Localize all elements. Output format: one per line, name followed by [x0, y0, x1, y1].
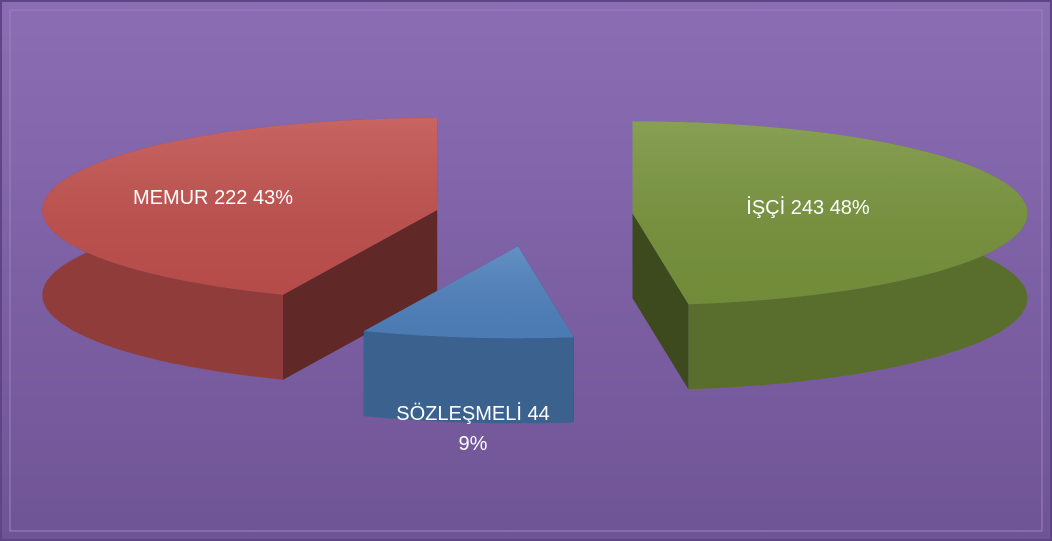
- label-percent: 48%: [830, 197, 870, 219]
- slice-wall: [632, 213, 689, 390]
- label-category: MEMUR: [133, 187, 209, 209]
- slice-highlight: [42, 118, 438, 295]
- slice-wall: [283, 210, 438, 380]
- label-value: 243: [791, 197, 824, 219]
- label-value: 222: [214, 187, 247, 209]
- slice-highlight: [632, 121, 1028, 305]
- label-category: İŞÇİ: [746, 196, 785, 219]
- slice: [363, 246, 574, 424]
- slice-side: [363, 331, 574, 424]
- data-label: SÖZLEŞMELİ 44 9%: [396, 402, 549, 455]
- label-category: SÖZLEŞMELİ: [396, 402, 522, 425]
- label-value: 44: [527, 403, 549, 425]
- slice-highlight: [363, 246, 574, 339]
- label-percent: 43%: [253, 187, 293, 209]
- slice: [632, 121, 1028, 390]
- slice: [42, 118, 438, 380]
- data-label: İŞÇİ 243 48%: [746, 196, 870, 219]
- data-label: MEMUR 222 43%: [133, 187, 293, 209]
- plot-frame: [9, 9, 1043, 532]
- label-percent: 9%: [459, 433, 488, 455]
